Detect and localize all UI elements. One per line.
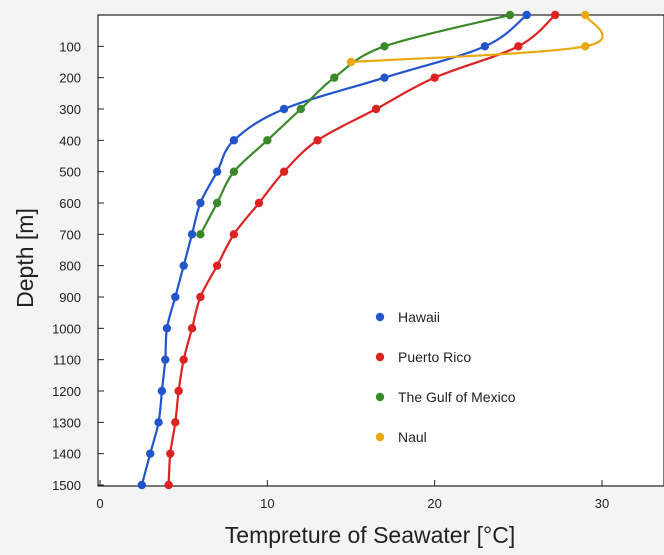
data-point-naul — [346, 57, 356, 67]
data-point-puerto-rico — [514, 42, 523, 51]
x-tick-label: 30 — [595, 496, 609, 511]
data-point-puerto-rico — [212, 261, 222, 270]
data-point-naul — [581, 10, 590, 20]
data-point-puerto-rico — [550, 10, 560, 20]
series-puerto-rico — [164, 10, 560, 490]
data-point-puerto-rico — [430, 73, 439, 82]
legend-marker — [375, 392, 385, 402]
data-point-hawaii — [279, 104, 289, 114]
x-tick-label: 10 — [260, 496, 274, 511]
data-point-hawaii — [171, 292, 180, 302]
series-hawaii — [137, 10, 531, 490]
y-tick-label: 500 — [59, 165, 81, 180]
y-tick-label: 700 — [59, 227, 81, 242]
legend-label: Naul — [398, 429, 427, 445]
data-point-the-gulf-of-mexico — [196, 230, 205, 239]
data-point-the-gulf-of-mexico — [229, 167, 239, 176]
series-layer — [137, 10, 604, 490]
legend: Hawaii Puerto Rico The Gulf of Mexico Naul — [375, 309, 516, 445]
legend-label: The Gulf of Mexico — [398, 389, 516, 405]
data-point-hawaii — [229, 136, 239, 145]
data-point-puerto-rico — [179, 355, 188, 364]
x-tick-label: 20 — [427, 496, 441, 511]
series-line-the-gulf-of-mexico — [199, 13, 511, 235]
data-point-hawaii — [187, 230, 197, 239]
data-point-puerto-rico — [371, 104, 381, 114]
y-tick-label: 1400 — [52, 447, 81, 462]
data-point-hawaii — [162, 324, 172, 333]
data-point-hawaii — [146, 449, 155, 458]
data-point-hawaii — [161, 355, 170, 364]
y-tick-label: 1200 — [52, 384, 81, 399]
data-point-puerto-rico — [279, 167, 289, 176]
data-point-the-gulf-of-mexico — [296, 104, 305, 114]
data-point-hawaii — [212, 167, 222, 176]
data-point-puerto-rico — [229, 230, 239, 239]
data-point-puerto-rico — [166, 449, 175, 458]
data-point-the-gulf-of-mexico — [330, 73, 339, 82]
legend-item-hawaii: Hawaii — [375, 309, 440, 325]
legend-label: Puerto Rico — [398, 349, 471, 365]
legend-label: Hawaii — [398, 309, 440, 325]
data-point-puerto-rico — [313, 136, 322, 145]
series-the-gulf-of-mexico — [196, 10, 515, 239]
y-tick-label: 200 — [59, 71, 81, 86]
y-axis-label: Depth [m] — [12, 208, 38, 308]
series-naul — [346, 10, 604, 67]
y-axis-ticks: 100 200 300 400 500 600 700 800 900 1000 1100 1200 1… — [52, 39, 104, 493]
data-point-the-gulf-of-mexico — [212, 198, 222, 208]
data-point-puerto-rico — [254, 198, 264, 208]
data-point-puerto-rico — [171, 418, 180, 427]
series-line-naul — [350, 14, 604, 64]
x-tick-label: 0 — [96, 496, 103, 511]
data-point-the-gulf-of-mexico — [380, 42, 389, 51]
data-point-hawaii — [522, 10, 531, 20]
data-point-hawaii — [154, 418, 163, 427]
y-tick-label: 1500 — [52, 478, 81, 493]
data-point-hawaii — [480, 42, 490, 51]
data-point-puerto-rico — [164, 480, 173, 490]
legend-item-naul: Naul — [375, 429, 427, 445]
data-point-the-gulf-of-mexico — [263, 136, 272, 145]
legend-marker — [375, 432, 385, 442]
legend-marker — [375, 352, 385, 362]
data-point-hawaii — [157, 386, 167, 396]
legend-item-the-gulf-of-mexico: The Gulf of Mexico — [375, 389, 516, 405]
y-tick-label: 900 — [59, 290, 81, 305]
x-axis-label: Tempreture of Seawater [°C] — [225, 522, 515, 548]
data-point-puerto-rico — [196, 292, 205, 302]
data-point-puerto-rico — [187, 324, 197, 333]
series-line-puerto-rico — [167, 14, 556, 486]
y-tick-label: 100 — [59, 39, 81, 54]
x-axis-ticks: 0 10 20 30 — [96, 480, 609, 511]
y-tick-label: 1000 — [52, 321, 81, 336]
y-tick-label: 800 — [59, 259, 81, 274]
data-point-puerto-rico — [174, 386, 183, 396]
y-tick-label: 400 — [59, 133, 81, 148]
data-point-hawaii — [196, 198, 205, 208]
data-point-the-gulf-of-mexico — [505, 10, 515, 20]
y-tick-label: 300 — [59, 102, 81, 117]
data-point-hawaii — [380, 73, 389, 82]
data-point-naul — [581, 42, 590, 51]
legend-item-puerto-rico: Puerto Rico — [375, 349, 471, 365]
plot-area — [97, 14, 664, 487]
y-tick-label: 1300 — [52, 415, 81, 430]
data-point-hawaii — [179, 261, 188, 270]
y-tick-label: 600 — [59, 196, 81, 211]
data-point-hawaii — [137, 480, 147, 490]
y-tick-label: 1100 — [53, 353, 81, 368]
legend-marker — [375, 312, 385, 322]
